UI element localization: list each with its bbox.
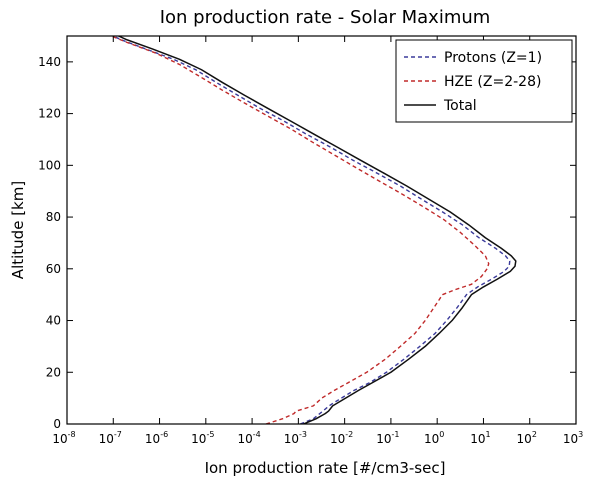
x-tick-label: 103 <box>563 430 583 446</box>
series-line-2 <box>118 36 517 424</box>
legend-label-0: Protons (Z=1) <box>444 50 542 66</box>
legend-label-2: Total <box>443 98 477 114</box>
x-tick-base: 10 <box>330 432 345 446</box>
x-tick-exponent: -5 <box>206 430 214 439</box>
plot-area: 10-8 10-7 10-6 10-5 10-4 10-3 10-2 10-1 100 101 10… <box>38 35 583 446</box>
y-tick-label: 140 <box>38 55 61 69</box>
y-tick-label: 40 <box>46 314 61 328</box>
chart-title: Ion production rate - Solar Maximum <box>160 7 491 28</box>
plot-frame <box>66 35 577 425</box>
x-tick-label: 10-5 <box>191 430 214 446</box>
x-tick-base: 10 <box>424 432 439 446</box>
x-axis-ticks: 10-8 10-7 10-6 10-5 10-4 10-3 10-2 10-1 100 101 10… <box>52 36 583 446</box>
x-tick-base: 10 <box>376 432 391 446</box>
y-tick-label: 60 <box>46 262 61 276</box>
x-tick-label: 10-2 <box>330 430 353 446</box>
x-tick-base: 10 <box>99 432 114 446</box>
y-tick-label: 80 <box>46 210 61 224</box>
legend-label-1: HZE (Z=2-28) <box>444 74 541 90</box>
x-tick-label: 10-4 <box>237 430 260 446</box>
x-tick-exponent: -8 <box>68 430 76 439</box>
x-tick-exponent: -6 <box>160 430 168 439</box>
y-tick-label: 100 <box>38 158 61 172</box>
x-tick-base: 10 <box>470 432 485 446</box>
y-tick-label: 120 <box>38 107 61 121</box>
x-tick-exponent: -7 <box>114 430 122 439</box>
x-tick-label: 10-1 <box>376 430 399 446</box>
x-tick-base: 10 <box>563 432 578 446</box>
x-tick-label: 10-3 <box>284 430 307 446</box>
x-tick-label: 10-8 <box>52 430 75 446</box>
x-tick-label: 10-6 <box>145 430 168 446</box>
x-tick-base: 10 <box>517 432 532 446</box>
x-tick-exponent: -4 <box>253 430 261 439</box>
x-tick-exponent: -2 <box>345 430 353 439</box>
series-line-1 <box>110 36 490 424</box>
x-tick-exponent: 1 <box>486 430 491 439</box>
x-tick-label: 102 <box>517 430 537 446</box>
x-tick-exponent: 0 <box>439 430 444 439</box>
x-tick-base: 10 <box>191 432 206 446</box>
y-axis-label: Altitude [km] <box>9 181 27 279</box>
x-tick-label: 100 <box>424 430 444 446</box>
x-tick-base: 10 <box>237 432 252 446</box>
legend: Protons (Z=1) HZE (Z=2-28) Total <box>395 39 573 123</box>
x-tick-exponent: 3 <box>578 430 583 439</box>
x-tick-base: 10 <box>52 432 67 446</box>
x-tick-exponent: -3 <box>299 430 307 439</box>
x-tick-label: 101 <box>470 430 490 446</box>
series-line-0 <box>112 36 511 424</box>
y-tick-label: 0 <box>53 417 61 431</box>
x-tick-base: 10 <box>284 432 299 446</box>
y-tick-label: 20 <box>46 365 61 379</box>
x-axis-label: Ion production rate [#/cm3-sec] <box>205 459 446 477</box>
x-tick-exponent: -1 <box>392 430 400 439</box>
x-tick-base: 10 <box>145 432 160 446</box>
x-tick-label: 10-7 <box>99 430 122 446</box>
series-layer <box>110 36 517 424</box>
x-tick-exponent: 2 <box>532 430 537 439</box>
